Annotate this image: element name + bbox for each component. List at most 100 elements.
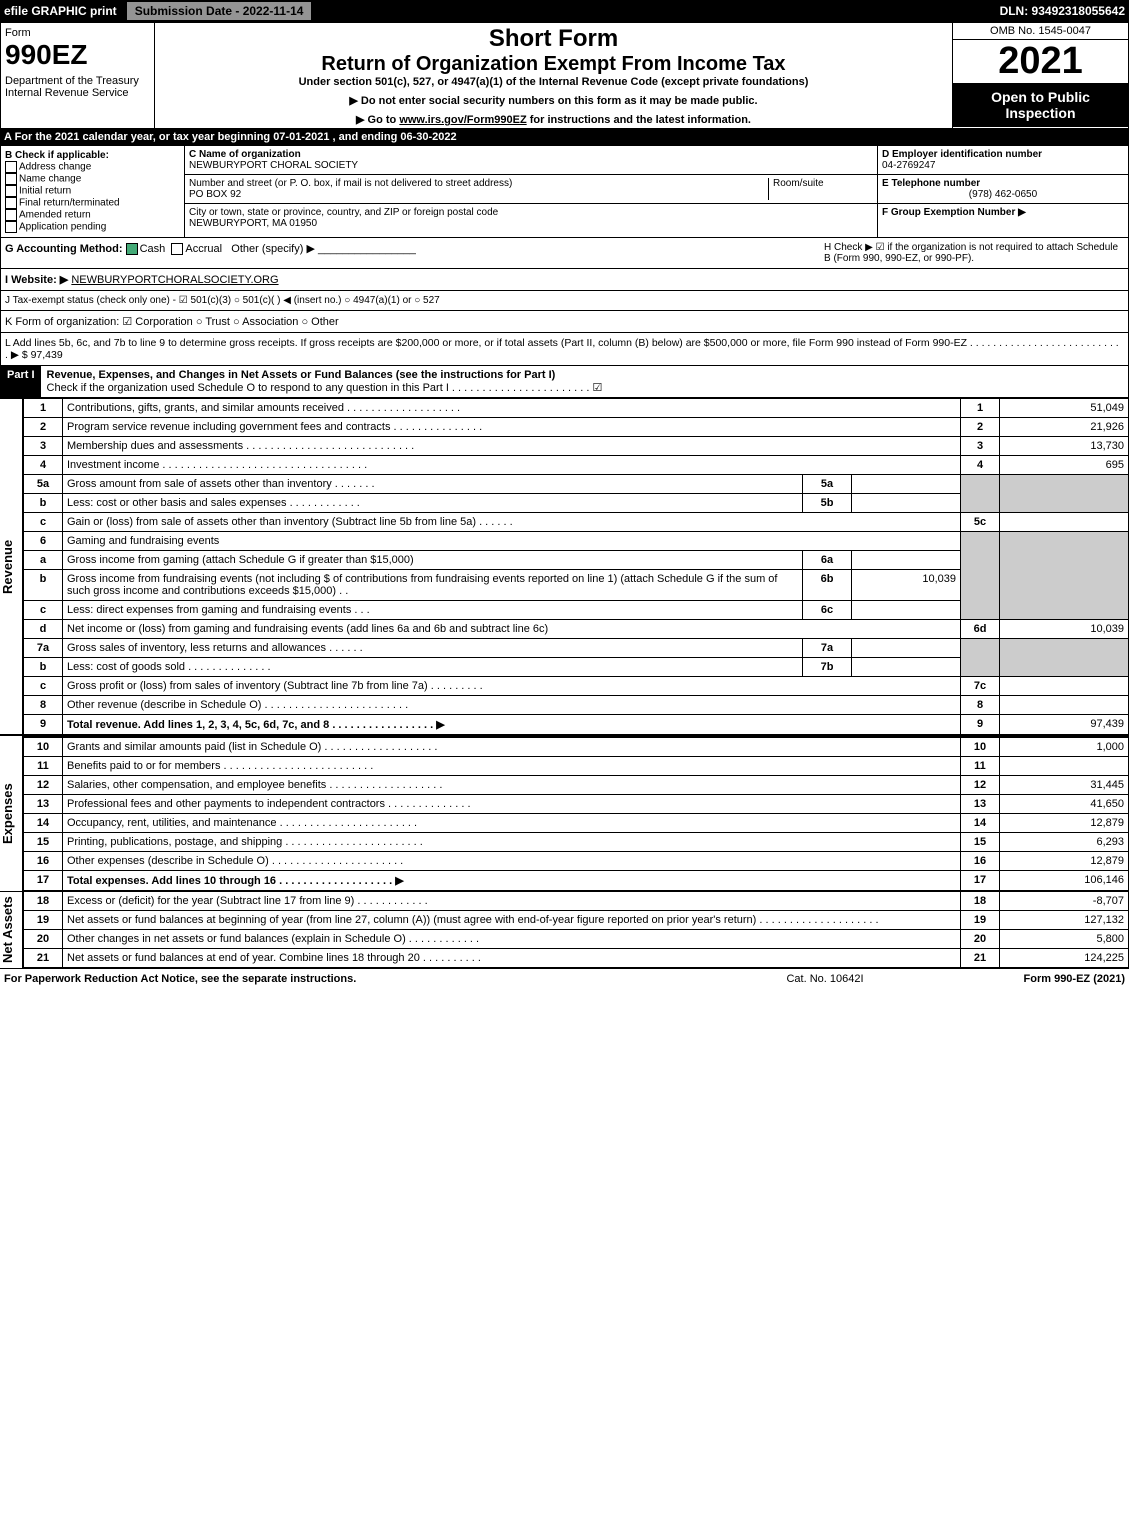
line-1-num: 1 [961,399,1000,418]
line-7a-text: Gross sales of inventory, less returns a… [63,639,803,658]
b-item-5: Application pending [5,221,180,233]
line-16-num: 16 [961,852,1000,871]
line-3-text: Membership dues and assessments . . . . … [63,437,961,456]
line-5c-amt [1000,513,1129,532]
g-label: G Accounting Method: [5,243,123,255]
line-21-amt: 124,225 [1000,949,1129,968]
part1-title: Revenue, Expenses, and Changes in Net As… [41,366,1128,397]
line-10-text: Grants and similar amounts paid (list in… [63,737,961,757]
line-15-text: Printing, publications, postage, and shi… [63,833,961,852]
line-8-num: 8 [961,696,1000,715]
line-14-text: Occupancy, rent, utilities, and maintena… [63,814,961,833]
line-2-num: 2 [961,418,1000,437]
section-i: I Website: ▶ NEWBURYPORTCHORALSOCIETY.OR… [0,269,1129,291]
b-item-2: Initial return [5,185,180,197]
website-link[interactable]: NEWBURYPORTCHORALSOCIETY.ORG [71,274,278,286]
ein-label: D Employer identification number [882,149,1042,160]
part1-title-text: Revenue, Expenses, and Changes in Net As… [47,369,556,381]
city-block: City or town, state or province, country… [185,204,877,232]
line-7b-subv [852,658,961,677]
line-9-amt: 97,439 [1000,715,1129,735]
goto-pre: ▶ Go to [356,114,399,126]
table-row: 16Other expenses (describe in Schedule O… [24,852,1129,871]
top-bar: efile GRAPHIC print Submission Date - 20… [0,0,1129,22]
tel-block: E Telephone number (978) 462-0650 [878,175,1128,204]
line-7c-amt [1000,677,1129,696]
room-label: Room/suite [768,178,873,200]
line-8-amt [1000,696,1129,715]
section-gh: G Accounting Method: Cash Accrual Other … [0,238,1129,269]
expenses-side-label: Expenses [0,735,23,891]
b-item-1-label: Name change [19,174,81,185]
checkbox-cash-icon[interactable] [126,243,138,255]
c-name-label: C Name of organization [189,149,301,160]
line-7a-sub: 7a [803,639,852,658]
table-row: 4Investment income . . . . . . . . . . .… [24,456,1129,475]
g-other: Other (specify) ▶ [231,243,315,255]
line-17-num: 17 [961,871,1000,891]
table-row: 3Membership dues and assessments . . . .… [24,437,1129,456]
tax-year: 2021 [953,40,1128,83]
h-block: H Check ▶ ☑ if the organization is not r… [824,242,1124,264]
table-row: 9Total revenue. Add lines 1, 2, 3, 4, 5c… [24,715,1129,735]
table-row: 17Total expenses. Add lines 10 through 1… [24,871,1129,891]
grp-block: F Group Exemption Number ▶ [878,204,1128,221]
part1-header: Part I Revenue, Expenses, and Changes in… [0,366,1129,398]
table-row: 12Salaries, other compensation, and empl… [24,776,1129,795]
line-18-amt: -8,707 [1000,892,1129,911]
line-8-text: Other revenue (describe in Schedule O) .… [63,696,961,715]
under-section: Under section 501(c), 527, or 4947(a)(1)… [157,76,950,88]
line-17-amt: 106,146 [1000,871,1129,891]
line-16-amt: 12,879 [1000,852,1129,871]
tel-label: E Telephone number [882,178,980,189]
line-6b-sub: 6b [803,570,852,601]
line-12-text: Salaries, other compensation, and employ… [63,776,961,795]
checkbox-icon[interactable] [5,209,17,221]
checkbox-icon[interactable] [5,161,17,173]
line-10-amt: 1,000 [1000,737,1129,757]
revenue-side-label: Revenue [0,398,23,735]
checkbox-accrual-icon[interactable] [171,243,183,255]
line-7b-text: Less: cost of goods sold . . . . . . . .… [63,658,803,677]
line-19-text: Net assets or fund balances at beginning… [63,911,961,930]
line-15-amt: 6,293 [1000,833,1129,852]
table-row: cGain or (loss) from sale of assets othe… [24,513,1129,532]
header-left: Form 990EZ Department of the Treasury In… [1,23,155,128]
line-19-amt: 127,132 [1000,911,1129,930]
form-title: Return of Organization Exempt From Incom… [157,53,950,76]
tel: (978) 462-0650 [882,189,1124,200]
line-7c-num: 7c [961,677,1000,696]
b-item-4: Amended return [5,209,180,221]
checkbox-icon[interactable] [5,173,17,185]
line-16-text: Other expenses (describe in Schedule O) … [63,852,961,871]
checkbox-icon[interactable] [5,221,17,233]
note-ssn: ▶ Do not enter social security numbers o… [157,94,950,107]
table-row: 7aGross sales of inventory, less returns… [24,639,1129,658]
section-a: A For the 2021 calendar year, or tax yea… [0,129,1129,146]
revenue-block: Revenue 1Contributions, gifts, grants, a… [0,398,1129,735]
org-name-block: C Name of organization NEWBURYPORT CHORA… [185,146,877,175]
line-6d-text: Net income or (loss) from gaming and fun… [63,620,961,639]
g-accrual: Accrual [185,243,222,255]
line-12-num: 12 [961,776,1000,795]
line-4-num: 4 [961,456,1000,475]
checkbox-icon[interactable] [5,185,17,197]
line-6b-subv: 10,039 [852,570,961,601]
col-b: B Check if applicable: Address change Na… [1,146,185,237]
line-6c-text: Less: direct expenses from gaming and fu… [63,601,803,620]
netassets-side-label: Net Assets [0,891,23,968]
revenue-table: 1Contributions, gifts, grants, and simil… [23,398,1129,735]
ein: 04-2769247 [882,160,935,171]
addr-block: Number and street (or P. O. box, if mail… [185,175,877,204]
irs-link[interactable]: www.irs.gov/Form990EZ [399,114,526,126]
table-row: 21Net assets or fund balances at end of … [24,949,1129,968]
line-6-text: Gaming and fundraising events [63,532,961,551]
part1-badge: Part I [1,366,41,397]
b-item-3-label: Final return/terminated [19,198,120,209]
line-4-text: Investment income . . . . . . . . . . . … [63,456,961,475]
note-goto: ▶ Go to www.irs.gov/Form990EZ for instru… [157,113,950,126]
expenses-table: 10Grants and similar amounts paid (list … [23,735,1129,891]
line-5b-text: Less: cost or other basis and sales expe… [63,494,803,513]
checkbox-icon[interactable] [5,197,17,209]
b-item-5-label: Application pending [19,222,106,233]
